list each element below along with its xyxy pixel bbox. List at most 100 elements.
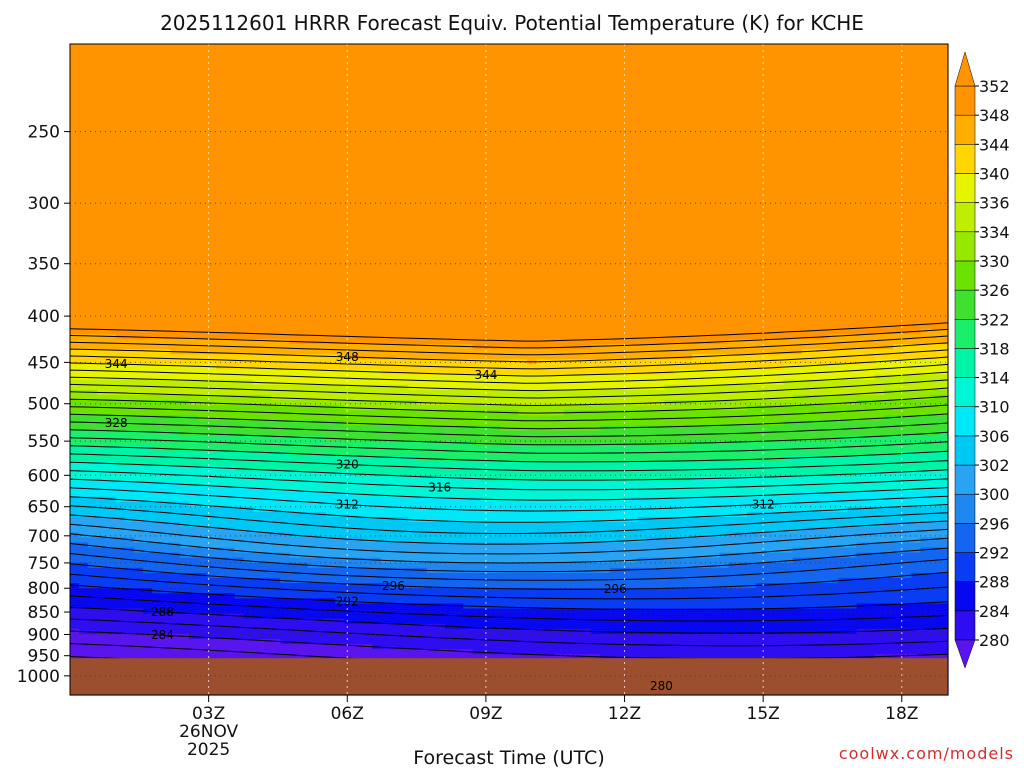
contour-cell [417, 130, 428, 137]
contour-cell [353, 222, 364, 228]
contour-cell [609, 64, 620, 71]
contour-cell [536, 232, 547, 238]
contour-cell [911, 140, 922, 147]
contour-cell [481, 222, 492, 228]
contour-cell [216, 64, 227, 71]
contour-cell [490, 135, 501, 142]
contour-cell [316, 171, 327, 177]
contour-cell [390, 54, 400, 60]
contour-cell [893, 94, 903, 101]
contour-cell [783, 227, 794, 233]
contour-cell [783, 64, 794, 71]
contour-cell [408, 59, 419, 65]
contour-cell [216, 257, 227, 264]
contour-cell [490, 222, 501, 228]
contour-cell [856, 257, 867, 264]
contour-cell [600, 171, 611, 177]
contour-cell [902, 237, 913, 243]
contour-cell [106, 125, 117, 132]
contour-cell [536, 237, 547, 243]
contour-cell [883, 237, 894, 243]
contour-cell [865, 242, 876, 249]
contour-cell [444, 272, 455, 279]
contour-cell [582, 191, 592, 198]
contour-cell [920, 171, 931, 177]
contour-cell [371, 150, 382, 157]
contour-cell [646, 242, 656, 249]
contour-cell [527, 201, 538, 208]
contour-cell [444, 110, 455, 116]
contour-cell [106, 303, 117, 310]
contour-cell [362, 227, 373, 233]
contour-cell [289, 303, 300, 310]
contour-cell [536, 110, 547, 116]
contour-cell [591, 211, 602, 218]
contour-cell [618, 150, 629, 157]
contour-cell [810, 191, 821, 198]
contour-cell [792, 247, 803, 254]
contour-cell [79, 288, 89, 294]
contour-cell [454, 237, 464, 243]
contour-cell [198, 150, 208, 157]
contour-cell [765, 99, 775, 106]
contour-cell [819, 252, 830, 259]
contour-cell [207, 211, 217, 218]
contour-cell [417, 257, 428, 264]
contour-cell [765, 64, 775, 71]
contour-cell [326, 171, 336, 177]
contour-cell [234, 49, 245, 55]
contour-cell [874, 272, 885, 279]
contour-cell [893, 262, 903, 269]
contour-cell [765, 110, 775, 116]
contour-cell [646, 44, 656, 50]
contour-cell [829, 155, 839, 162]
contour-cell [152, 201, 163, 208]
contour-cell [691, 160, 702, 167]
contour-cell [188, 150, 199, 157]
contour-cell [307, 267, 318, 274]
contour-cell [188, 247, 199, 254]
contour-cell [902, 242, 913, 249]
contour-cell [673, 267, 684, 274]
contour-cell [920, 176, 931, 182]
contour-cell [701, 64, 711, 71]
contour-cell [829, 150, 839, 157]
contour-cell [216, 44, 227, 50]
contour-cell [554, 191, 565, 198]
contour-cell [79, 54, 89, 60]
contour-cell [152, 94, 163, 101]
contour-cell [563, 74, 574, 81]
contour-cell [646, 94, 656, 101]
contour-cell [88, 54, 99, 60]
contour-cell [362, 89, 373, 96]
contour-cell [188, 237, 199, 243]
contour-cell [344, 196, 355, 203]
contour-cell [408, 44, 419, 50]
contour-cell [326, 288, 336, 294]
contour-cell [371, 166, 382, 172]
contour-cell [134, 181, 144, 188]
contour-cell [627, 216, 638, 223]
contour-cell [262, 120, 272, 126]
contour-cell [765, 54, 775, 60]
contour-cell [408, 171, 419, 177]
contour-cell [426, 94, 437, 101]
contour-cell [582, 79, 592, 86]
contour-cell [582, 201, 592, 208]
contour-cell [454, 288, 464, 294]
contour-cell [710, 206, 720, 213]
contour-cell [719, 277, 730, 284]
contour-cell [591, 277, 602, 284]
contour-cell [161, 74, 172, 81]
contour-cell [207, 166, 217, 172]
contour-cell [371, 145, 382, 152]
contour-cell [710, 298, 720, 304]
contour-cell [454, 242, 464, 249]
contour-cell [856, 145, 867, 152]
contour-cell [390, 135, 400, 142]
contour-cell [563, 222, 574, 228]
contour-cell [380, 59, 391, 65]
contour-cell [335, 115, 345, 121]
contour-cell [810, 150, 821, 157]
contour-cell [435, 293, 446, 299]
